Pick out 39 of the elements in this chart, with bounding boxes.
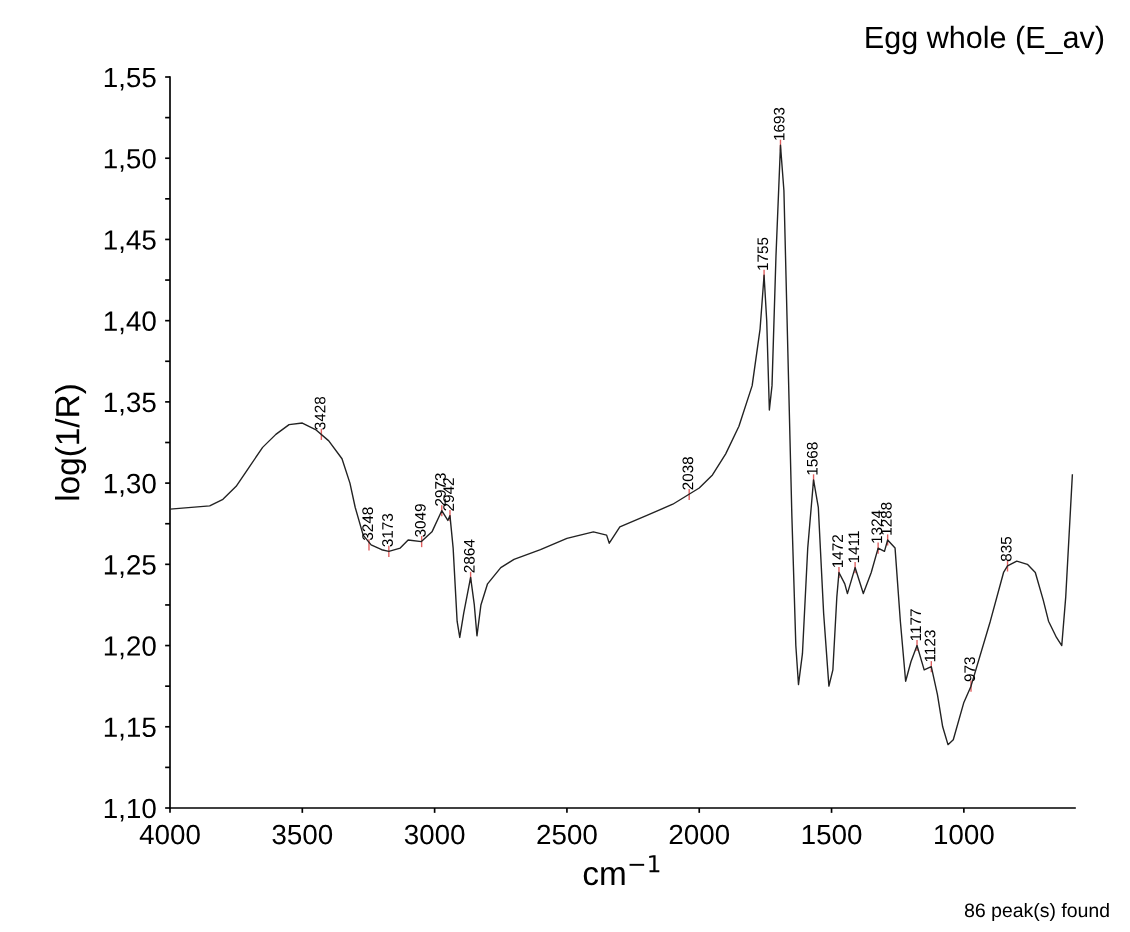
y-tick-label: 1,30 — [104, 473, 156, 497]
annotation: 2864 — [463, 539, 475, 573]
annotation: 973 — [964, 657, 976, 682]
x-tick-label: 3000 — [404, 824, 465, 845]
x-tick-label: 3500 — [272, 824, 333, 845]
y-tick-label: 1,15 — [104, 717, 156, 741]
y-tick-label: 1,10 — [104, 798, 156, 822]
y-tick-label: 1,20 — [104, 636, 156, 660]
annotation: 3248 — [362, 507, 374, 541]
x-tick-label: 2500 — [537, 824, 597, 845]
annotation: 3428 — [314, 396, 326, 430]
x-axis-title: cm$^{−1}$ — [583, 855, 660, 886]
y-tick-label: 1,25 — [104, 555, 156, 578]
annotation: 1755 — [757, 237, 769, 270]
x-tick-label: 2000 — [669, 824, 730, 845]
y-tick-label: 1,45 — [104, 230, 156, 254]
y-tick-label: 1,50 — [104, 148, 156, 172]
y-tick-label: 1,40 — [104, 311, 156, 335]
annotation: 1472 — [832, 535, 843, 568]
annotation: 1177 — [910, 609, 921, 641]
x-tick-label: 1500 — [802, 824, 862, 845]
chart-title: Egg whole (E_av) — [866, 25, 1104, 55]
line-series — [170, 144, 1074, 746]
annotation: 1568 — [806, 442, 818, 475]
y-tick-label: 1,55 — [104, 67, 156, 91]
x-tick-label: 1000 — [935, 824, 994, 845]
annotation: 1123 — [924, 630, 936, 662]
text: 86 peak(s) found — [964, 902, 1109, 922]
y-tick-label: 1,35 — [104, 392, 156, 416]
annotation: 1693 — [773, 107, 785, 140]
annotation: 1288 — [880, 502, 892, 535]
annotation: 3173 — [382, 513, 393, 547]
annotation: 3049 — [414, 504, 426, 537]
annotation: 2038 — [682, 456, 694, 490]
annotation: 1324 — [871, 510, 883, 543]
y-axis-title: log(1/R) — [55, 385, 87, 500]
annotation: 1411 — [848, 531, 860, 563]
annotation: 835 — [1000, 536, 1012, 562]
x-tick-label: 4000 — [139, 824, 200, 845]
